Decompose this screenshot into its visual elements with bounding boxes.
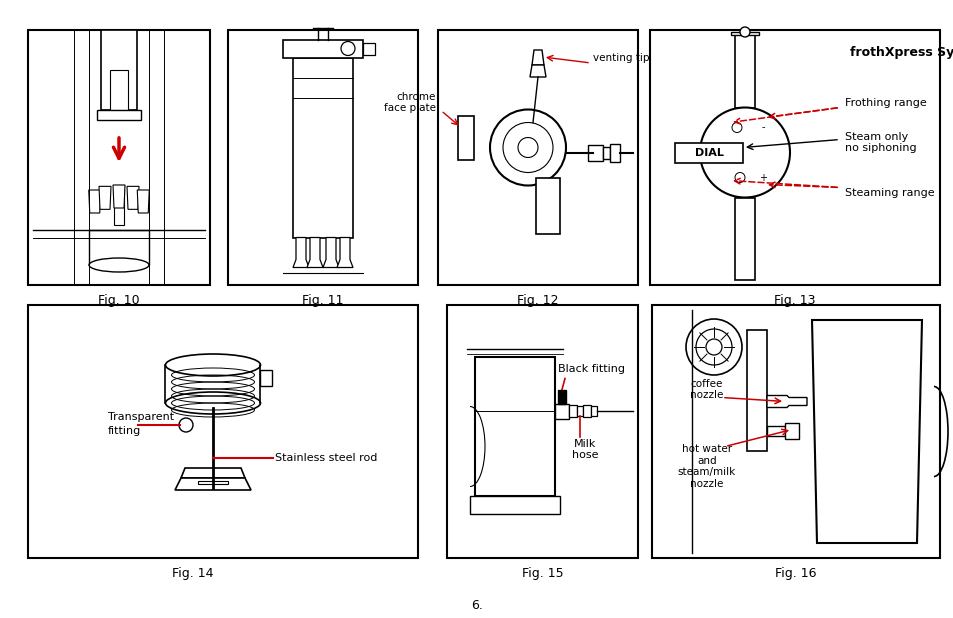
Text: venting tip: venting tip — [593, 53, 649, 63]
Polygon shape — [784, 423, 799, 439]
Polygon shape — [323, 237, 338, 268]
Polygon shape — [336, 237, 353, 268]
Polygon shape — [457, 116, 474, 159]
Polygon shape — [112, 185, 125, 208]
Text: chrome
face plate: chrome face plate — [384, 91, 436, 113]
Text: coffee
nozzle: coffee nozzle — [690, 379, 723, 400]
Polygon shape — [99, 187, 111, 210]
Text: Fig. 13: Fig. 13 — [774, 294, 815, 307]
Text: Fig. 16: Fig. 16 — [775, 567, 816, 580]
Polygon shape — [766, 426, 784, 436]
Polygon shape — [127, 187, 139, 210]
Polygon shape — [746, 330, 766, 452]
Polygon shape — [587, 145, 602, 161]
Polygon shape — [568, 405, 577, 418]
Polygon shape — [198, 481, 228, 484]
Circle shape — [490, 109, 565, 185]
Circle shape — [731, 122, 741, 132]
Text: Fig. 10: Fig. 10 — [98, 294, 140, 307]
Polygon shape — [602, 146, 609, 158]
Ellipse shape — [165, 392, 260, 414]
Polygon shape — [590, 407, 597, 417]
Polygon shape — [582, 405, 590, 418]
Text: 6.: 6. — [471, 599, 482, 612]
Text: Fig. 14: Fig. 14 — [172, 567, 213, 580]
Circle shape — [179, 418, 193, 432]
Text: Steam only
no siphoning: Steam only no siphoning — [844, 132, 916, 153]
Polygon shape — [675, 143, 742, 163]
Text: Transparent: Transparent — [108, 412, 174, 422]
Polygon shape — [555, 404, 568, 420]
Polygon shape — [113, 185, 124, 225]
Polygon shape — [475, 357, 555, 496]
Polygon shape — [811, 320, 921, 543]
Polygon shape — [470, 496, 559, 515]
Circle shape — [696, 329, 731, 365]
Text: hot water
and
steam/milk
nozzle: hot water and steam/milk nozzle — [678, 444, 736, 489]
Circle shape — [685, 319, 741, 375]
Polygon shape — [734, 198, 754, 280]
Polygon shape — [260, 370, 273, 386]
Circle shape — [502, 122, 553, 172]
Polygon shape — [766, 396, 806, 407]
Text: Stainless steel rod: Stainless steel rod — [274, 453, 377, 463]
Polygon shape — [536, 177, 559, 234]
Polygon shape — [89, 230, 149, 265]
Text: Steaming range: Steaming range — [844, 187, 934, 198]
Circle shape — [740, 27, 749, 37]
Circle shape — [700, 108, 789, 198]
Polygon shape — [293, 237, 309, 268]
Text: frothXpress System: frothXpress System — [849, 46, 953, 59]
Ellipse shape — [89, 258, 149, 272]
Polygon shape — [307, 237, 323, 268]
Polygon shape — [89, 190, 101, 213]
Ellipse shape — [165, 354, 260, 376]
Polygon shape — [97, 110, 141, 120]
Text: Fig. 12: Fig. 12 — [517, 294, 558, 307]
Text: Fig. 11: Fig. 11 — [302, 294, 343, 307]
Text: Black fitting: Black fitting — [558, 363, 625, 373]
Polygon shape — [577, 407, 582, 417]
Polygon shape — [730, 32, 759, 35]
Text: Frothing range: Frothing range — [844, 98, 925, 108]
Polygon shape — [532, 50, 543, 65]
Text: +: + — [759, 172, 766, 182]
Text: DIAL: DIAL — [694, 148, 722, 158]
Polygon shape — [558, 389, 565, 404]
Circle shape — [340, 41, 355, 56]
Polygon shape — [110, 70, 128, 110]
Text: Milk
hose: Milk hose — [571, 439, 598, 460]
Text: Fig. 15: Fig. 15 — [521, 567, 562, 580]
Text: -: - — [760, 122, 764, 132]
Polygon shape — [101, 30, 137, 110]
Polygon shape — [174, 478, 251, 490]
Polygon shape — [293, 57, 353, 237]
Polygon shape — [609, 143, 619, 161]
Circle shape — [705, 339, 721, 355]
Polygon shape — [363, 43, 375, 54]
Circle shape — [517, 137, 537, 158]
Text: fitting: fitting — [108, 426, 141, 436]
Polygon shape — [137, 190, 149, 213]
Polygon shape — [181, 468, 245, 478]
Polygon shape — [530, 65, 545, 77]
Circle shape — [734, 172, 744, 182]
Polygon shape — [734, 35, 754, 108]
Polygon shape — [283, 40, 363, 57]
